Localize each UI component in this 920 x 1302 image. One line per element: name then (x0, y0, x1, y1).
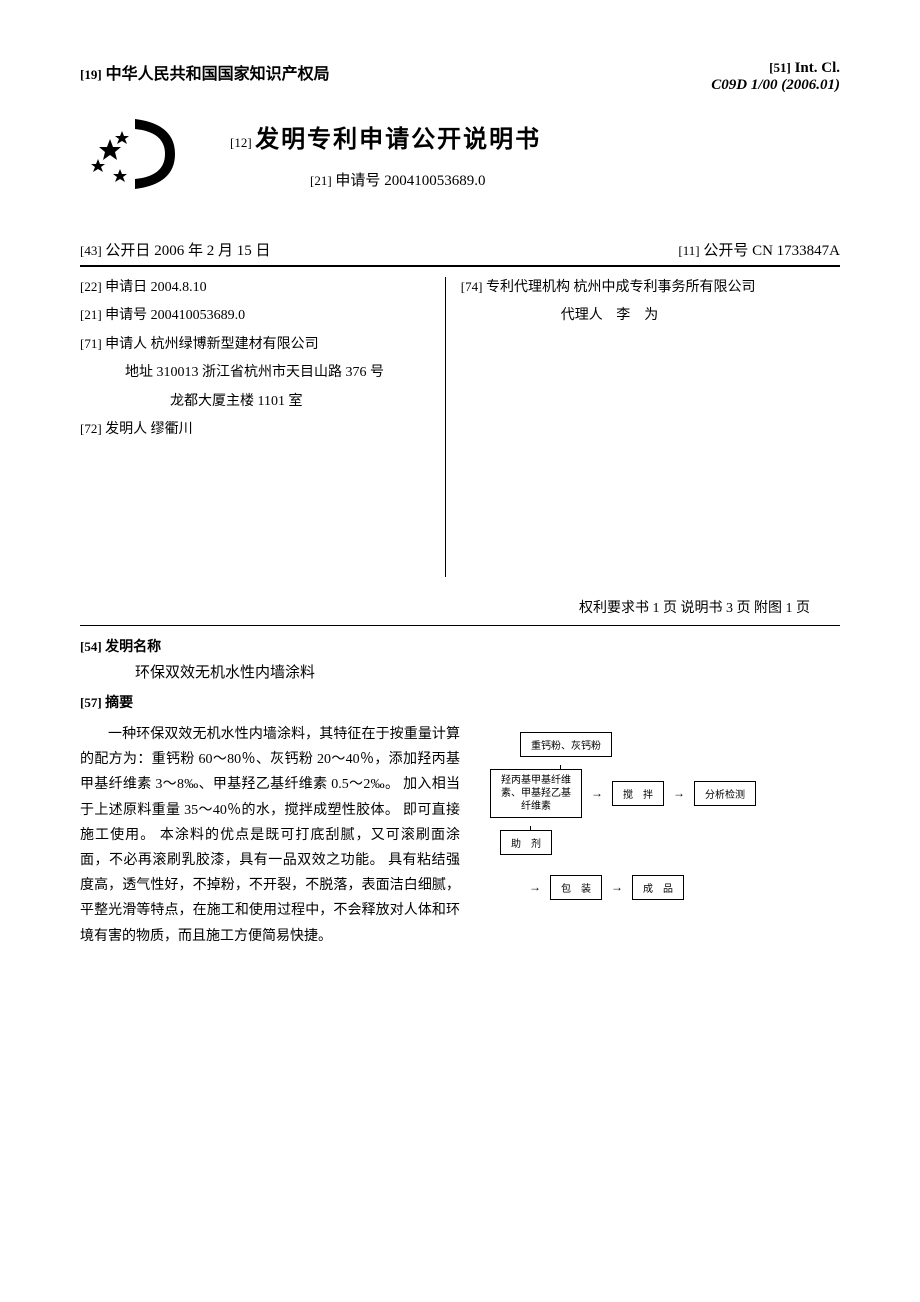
inventor-value: 缪衢川 (151, 422, 193, 437)
doc-type-title: 发明专利申请公开说明书 (255, 127, 541, 153)
page-summary: 权利要求书 1 页 说明书 3 页 附图 1 页 (80, 597, 840, 617)
flow-box-4: 分析检测 (694, 781, 756, 806)
pub-date-block: [43] 公开日 2006 年 2 月 15 日 (80, 239, 270, 260)
pub-date-value: 2006 年 2 月 15 日 (154, 243, 270, 259)
publication-row: [43] 公开日 2006 年 2 月 15 日 [11] 公开号 CN 173… (80, 239, 840, 260)
issuer-name: 中华人民共和国国家知识产权局 (106, 66, 330, 83)
applicant-bracket: [71] (80, 336, 102, 351)
divider-top (80, 265, 840, 267)
bibliographic-columns: [22] 申请日 2004.8.10 [21] 申请号 200410053689… (80, 277, 840, 577)
header-row: [19] 中华人民共和国国家知识产权局 [51] Int. Cl. C09D 1… (80, 60, 840, 94)
agency-bracket: [74] (461, 279, 483, 294)
biblio-right-col: [74] 专利代理机构 杭州中成专利事务所有限公司 代理人 李 为 (445, 277, 840, 577)
address-label: 地址 (125, 365, 153, 380)
app-date-bracket: [22] (80, 279, 102, 294)
title-block: [12] 发明专利申请公开说明书 [21] 申请号 200410053689.0 (230, 119, 840, 190)
app-number-line: [21] 申请号 200410053689.0 (230, 169, 840, 190)
sipo-logo-icon (80, 109, 190, 199)
abstract-flow-row: 一种环保双效无机水性内墙涂料，其特征在于按重量计算的配方为：重钙粉 60～80％… (80, 722, 840, 949)
flow-box-2-line1: 羟丙基甲基纤维 (501, 774, 571, 787)
invention-name: 环保双效无机水性内墙涂料 (80, 661, 840, 682)
arrow-right-icon: → (520, 880, 550, 895)
issuer-bracket: [19] (80, 67, 102, 82)
biblio-app-no-label: 申请号 (105, 308, 147, 323)
name-bracket: [54] (80, 639, 102, 654)
pub-no-block: [11] 公开号 CN 1733847A (678, 239, 840, 260)
issuer-block: [19] 中华人民共和国国家知识产权局 (80, 60, 330, 94)
flow-box-5: 助 剂 (500, 830, 552, 855)
flow-box-2-line2: 素、甲基羟乙基 (501, 787, 571, 800)
classification-block: [51] Int. Cl. C09D 1/00 (2006.01) (711, 60, 840, 94)
inventor-label: 发明人 (105, 422, 147, 437)
flow-box-6: 包 装 (550, 875, 602, 900)
app-no-value: 200410053689.0 (384, 173, 485, 189)
biblio-app-no-value: 200410053689.0 (151, 308, 246, 323)
abstract-section: [57] 摘要 (80, 692, 840, 712)
address-row2: 龙都大厦主楼 1101 室 (80, 391, 430, 413)
agency-label: 专利代理机构 (486, 280, 570, 295)
arrow-right-icon: → (582, 786, 612, 801)
biblio-app-no-bracket: [21] (80, 307, 102, 322)
inventor-bracket: [72] (80, 421, 102, 436)
abstract-bracket: [57] (80, 695, 102, 710)
pub-no-label: 公开号 (703, 243, 748, 259)
agent-row: 代理人 李 为 (461, 305, 840, 327)
flow-box-2-line3: 纤维素 (501, 800, 571, 813)
pub-no-bracket: [11] (678, 243, 699, 258)
intcl-label: Int. Cl. (795, 60, 840, 76)
name-label: 发明名称 (105, 640, 161, 655)
agency-row: [74] 专利代理机构 杭州中成专利事务所有限公司 (461, 277, 840, 299)
pub-date-bracket: [43] (80, 243, 102, 258)
app-no-row: [21] 申请号 200410053689.0 (80, 305, 430, 327)
flow-box-1: 重钙粉、灰钙粉 (520, 732, 612, 757)
applicant-label: 申请人 (105, 337, 147, 352)
main-title-line: [12] 发明专利申请公开说明书 (230, 119, 840, 154)
intcl-line: [51] Int. Cl. (711, 60, 840, 77)
applicant-row: [71] 申请人 杭州绿博新型建材有限公司 (80, 334, 430, 356)
address-row1: 地址 310013 浙江省杭州市天目山路 376 号 (80, 362, 430, 384)
logo-title-row: [12] 发明专利申请公开说明书 [21] 申请号 200410053689.0 (80, 109, 840, 199)
app-date-value: 2004.8.10 (151, 280, 207, 295)
pub-no-value: CN 1733847A (752, 243, 840, 259)
doc-type-bracket: [12] (230, 135, 252, 150)
app-date-label: 申请日 (105, 280, 147, 295)
agency-value: 杭州中成专利事务所有限公司 (573, 280, 755, 295)
flow-box-3: 搅 拌 (612, 781, 664, 806)
address-line2: 龙都大厦主楼 1101 室 (170, 394, 302, 409)
flow-box-7: 成 品 (632, 875, 684, 900)
app-no-label: 申请号 (335, 173, 380, 189)
flow-spacer (490, 863, 840, 875)
address-line1: 310013 浙江省杭州市天目山路 376 号 (157, 365, 385, 380)
applicant-value: 杭州绿博新型建材有限公司 (151, 337, 319, 352)
agent-label: 代理人 (561, 308, 603, 323)
flow-diagram: 重钙粉、灰钙粉 羟丙基甲基纤维 素、甲基羟乙基 纤维素 → 搅 拌 → 分析检测… (460, 722, 840, 949)
abstract-text: 一种环保双效无机水性内墙涂料，其特征在于按重量计算的配方为：重钙粉 60～80％… (80, 722, 460, 949)
inventor-row: [72] 发明人 缪衢川 (80, 419, 430, 441)
divider-bottom (80, 625, 840, 626)
biblio-left-col: [22] 申请日 2004.8.10 [21] 申请号 200410053689… (80, 277, 445, 577)
app-date-row: [22] 申请日 2004.8.10 (80, 277, 430, 299)
flow-box-2: 羟丙基甲基纤维 素、甲基羟乙基 纤维素 (490, 769, 582, 818)
abstract-label: 摘要 (105, 696, 133, 711)
agent-value: 李 为 (606, 308, 658, 323)
intcl-code: C09D 1/00 (2006.01) (711, 77, 840, 94)
arrow-right-icon: → (664, 786, 694, 801)
pub-date-label: 公开日 (105, 243, 150, 259)
arrow-right-icon: → (602, 880, 632, 895)
app-no-bracket: [21] (310, 173, 332, 188)
intcl-bracket: [51] (769, 60, 791, 75)
invention-name-section: [54] 发明名称 (80, 636, 840, 656)
